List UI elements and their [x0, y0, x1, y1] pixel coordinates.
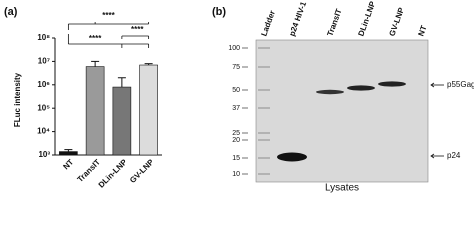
x-tick-label: DLin-LNP: [97, 157, 130, 190]
lane-label: p24 HIV-1: [287, 0, 308, 37]
marker-label: 25: [232, 130, 240, 137]
significance-label: ****: [102, 11, 115, 20]
bar: [85, 66, 105, 156]
y-tick-label: 10⁶: [37, 80, 50, 89]
y-tick-label: 10⁵: [37, 103, 50, 112]
x-tick-label: NT: [61, 157, 75, 171]
blot-bands: [277, 81, 406, 162]
lane-label: Ladder: [259, 9, 277, 37]
marker-label: 100: [228, 45, 240, 52]
marker-label: 37: [232, 105, 240, 112]
marker-label: 10: [232, 171, 240, 178]
bar: [139, 64, 158, 156]
x-tick-label: GV-LNP: [128, 157, 156, 185]
y-tick-label: 10⁷: [38, 57, 50, 66]
y-axis-label: FLuc intensity: [13, 72, 22, 127]
y-tick-label: 10⁴: [37, 127, 50, 136]
lane-label: TransIT: [325, 7, 343, 37]
bar: [112, 86, 132, 156]
blot-membrane: [255, 39, 429, 183]
band-label: p24: [447, 151, 461, 160]
marker-label: 75: [232, 64, 240, 71]
figure: (a) FLuc intensity (b) p55Gag p24 Lysate…: [4, 0, 474, 194]
ladder-bands: [258, 47, 270, 175]
marker-label: 20: [232, 137, 240, 144]
bar: [59, 151, 78, 156]
significance-label: ****: [131, 25, 144, 34]
band-label: p55Gag: [447, 80, 474, 89]
x-axis-label: Lysates: [325, 183, 359, 194]
marker-label: 50: [232, 87, 240, 94]
panel-label: (a): [4, 6, 18, 18]
panel-label: (b): [212, 6, 226, 18]
marker-label: 15: [232, 155, 240, 162]
x-tick-label: TransIT: [76, 157, 103, 184]
y-tick-label: 10⁸: [37, 33, 50, 42]
lane-label: NT: [416, 24, 428, 37]
lane-label: GV-LNP: [387, 6, 406, 38]
y-tick-label: 10³: [38, 150, 50, 159]
band-arrows: [430, 82, 444, 159]
significance-label: ****: [89, 34, 102, 43]
lane-label: DLin-LNP: [356, 0, 377, 37]
